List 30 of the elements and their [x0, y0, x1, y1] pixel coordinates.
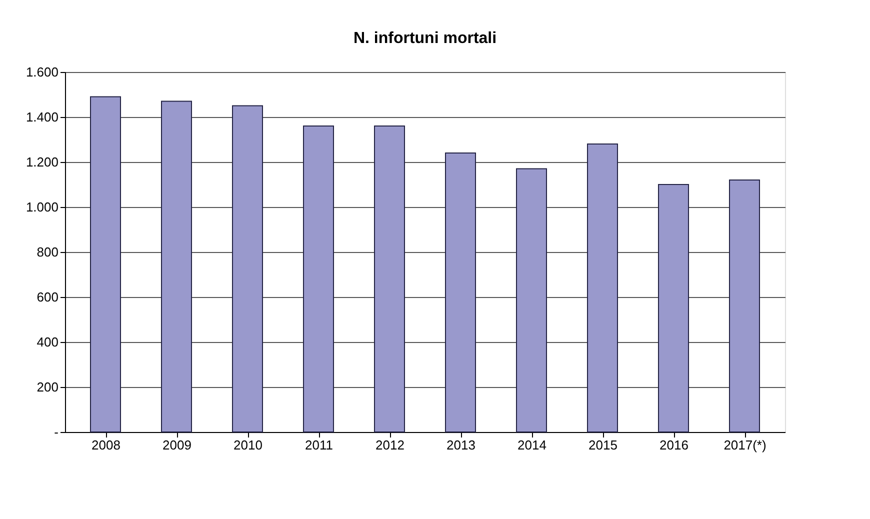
bar	[303, 126, 334, 432]
x-tick-label: 2008	[92, 438, 120, 452]
x-tick-label: 2012	[376, 438, 404, 452]
bar	[516, 168, 547, 432]
chart-title: N. infortuni mortali	[353, 30, 497, 47]
x-tick-label: 2015	[588, 438, 618, 452]
y-tick-label: 600	[36, 290, 58, 304]
bar	[374, 126, 405, 432]
bar	[161, 100, 192, 432]
bar	[90, 96, 121, 432]
bar	[232, 105, 263, 432]
bar	[729, 180, 760, 432]
y-tick-label: 1.400	[26, 110, 58, 124]
bar	[445, 152, 476, 432]
bar	[658, 184, 689, 432]
y-tick-label: -	[54, 424, 58, 440]
x-tick-label: 2011	[305, 438, 333, 452]
x-tick-label: 2016	[660, 438, 688, 452]
y-tick-label: 1.600	[26, 64, 58, 80]
y-tick-label: 800	[36, 244, 58, 260]
y-tick-label: 400	[36, 334, 58, 350]
x-tick-label: 2014	[518, 438, 546, 452]
y-tick-label: 1.000	[26, 200, 58, 214]
y-tick-label: 200	[36, 380, 58, 394]
x-tick-label: 2009	[162, 438, 192, 452]
x-tick-label: 2017(*)	[724, 438, 766, 452]
x-tick-label: 2013	[446, 438, 476, 452]
x-tick-label: 2010	[234, 438, 262, 452]
y-tick-label: 1.200	[26, 154, 58, 170]
bar	[587, 144, 618, 432]
